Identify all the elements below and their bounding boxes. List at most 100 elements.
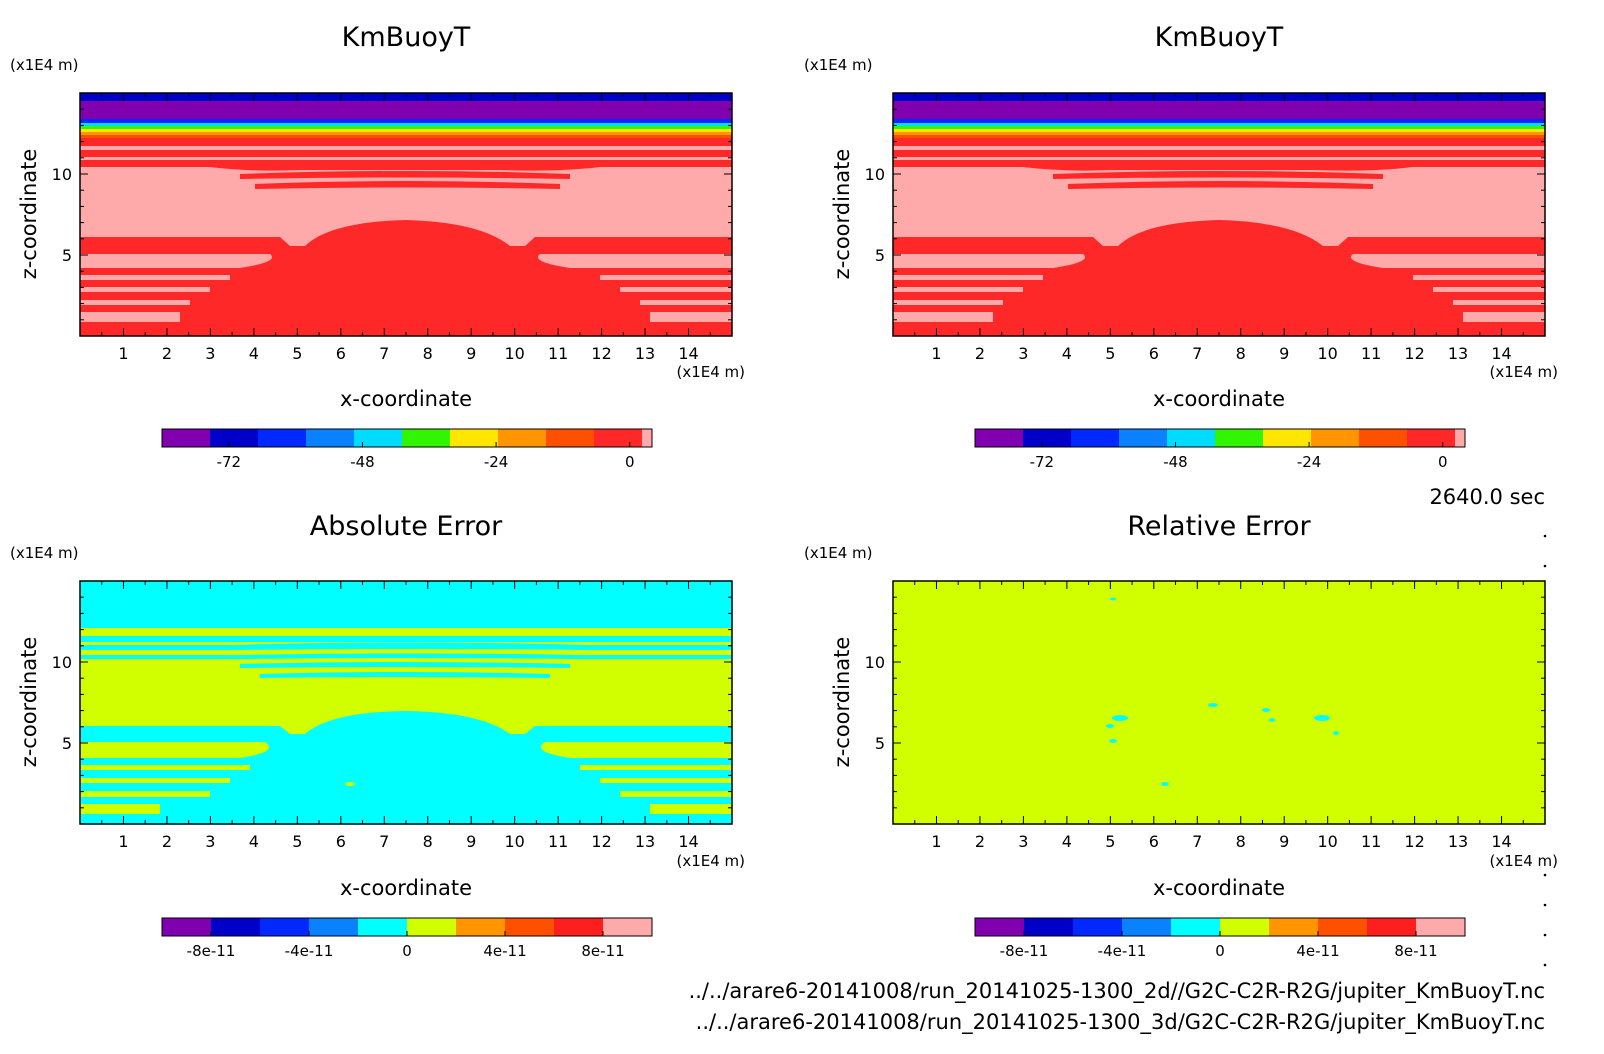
x-tick-label: 1 bbox=[931, 344, 941, 363]
x-tick-label: 3 bbox=[1018, 344, 1028, 363]
x-tick-label: 4 bbox=[1062, 832, 1072, 851]
colorbar-tick-label: -48 bbox=[350, 453, 375, 471]
colorbar-tick-label: -4e-11 bbox=[285, 942, 334, 960]
colorbar-swatch bbox=[210, 429, 259, 447]
colorbar-swatch bbox=[1311, 429, 1360, 447]
colorbar-tick-label: 4e-11 bbox=[483, 942, 526, 960]
x-axis-label: x-coordinate bbox=[340, 387, 472, 411]
x-tick-label: 6 bbox=[336, 344, 346, 363]
x-tick-label: 7 bbox=[1192, 344, 1202, 363]
x-tick-label: 14 bbox=[678, 344, 698, 363]
kmbuoyt-field bbox=[893, 93, 1545, 336]
x-tick-label: 6 bbox=[1149, 344, 1159, 363]
x-tick-label: 9 bbox=[1279, 344, 1289, 363]
edge-dots bbox=[1543, 534, 1547, 967]
y-axis-label: z-coordinate bbox=[830, 149, 854, 280]
time-label: 2640.0 sec bbox=[1429, 485, 1545, 509]
colorbar-tick-label: -72 bbox=[1030, 453, 1055, 471]
x-tick-label: 12 bbox=[591, 832, 611, 851]
colorbar-swatch bbox=[162, 429, 211, 447]
colorbar: -72 -48 -24 0 bbox=[161, 428, 653, 471]
x-unit-label: (x1E4 m) bbox=[1489, 363, 1558, 381]
colorbar-frame bbox=[161, 428, 653, 448]
colorbar-swatch bbox=[1024, 918, 1074, 936]
colorbar-swatch bbox=[1359, 429, 1408, 447]
colorbar-swatch bbox=[456, 918, 506, 936]
x-tick-label: 5 bbox=[292, 344, 302, 363]
colorbar-swatch bbox=[358, 918, 408, 936]
colorbar-swatch bbox=[309, 918, 359, 936]
x-tick-label: 2 bbox=[162, 344, 172, 363]
y-unit-label: (x1E4 m) bbox=[10, 56, 79, 74]
colorbar-swatch bbox=[1073, 918, 1123, 936]
x-unit-label: (x1E4 m) bbox=[676, 363, 745, 381]
colorbar-swatch bbox=[546, 429, 595, 447]
x-tick-label: 12 bbox=[1404, 344, 1424, 363]
x-tick-label: 12 bbox=[1404, 832, 1424, 851]
colorbar-swatch bbox=[603, 918, 653, 936]
colorbar-swatch bbox=[1215, 429, 1264, 447]
x-tick-label: 13 bbox=[1448, 344, 1468, 363]
colorbar-swatch bbox=[1171, 918, 1221, 936]
x-tick-label: 7 bbox=[379, 344, 389, 363]
colorbar-swatch bbox=[1407, 429, 1456, 447]
x-tick-label: 10 bbox=[504, 344, 524, 363]
x-tick-label: 8 bbox=[1236, 344, 1246, 363]
x-tick-label: 2 bbox=[162, 832, 172, 851]
y-tick-label: 5 bbox=[62, 734, 72, 753]
colorbar-swatch bbox=[1263, 429, 1312, 447]
colorbar-swatch bbox=[407, 918, 457, 936]
colorbar-swatch bbox=[306, 429, 355, 447]
x-tick-label: 14 bbox=[1491, 832, 1511, 851]
colorbar-swatch bbox=[354, 429, 403, 447]
x-tick-label: 10 bbox=[1317, 832, 1337, 851]
x-unit-label: (x1E4 m) bbox=[1489, 852, 1558, 870]
y-tick-label: 5 bbox=[875, 246, 885, 265]
panel-title: Absolute Error bbox=[310, 511, 503, 542]
x-tick-label: 2 bbox=[975, 344, 985, 363]
colorbar-swatch bbox=[260, 918, 310, 936]
x-tick-label: 9 bbox=[466, 832, 476, 851]
y-tick-label: 10 bbox=[52, 653, 72, 672]
y-unit-label: (x1E4 m) bbox=[804, 544, 873, 562]
colorbar-swatch bbox=[162, 918, 212, 936]
y-tick-label: 5 bbox=[62, 246, 72, 265]
relative-error-field bbox=[893, 581, 1545, 824]
x-tick-label: 3 bbox=[1018, 832, 1028, 851]
x-tick-label: 14 bbox=[678, 832, 698, 851]
colorbar-tick-label: -8e-11 bbox=[187, 942, 236, 960]
colorbar-tick-label: -8e-11 bbox=[1000, 942, 1049, 960]
y-tick-label: 5 bbox=[875, 734, 885, 753]
colorbar-swatch bbox=[1071, 429, 1120, 447]
x-tick-label: 10 bbox=[504, 832, 524, 851]
colorbar-swatch bbox=[1416, 918, 1466, 936]
colorbar: -8e-11 -4e-11 0 4e-11 8e-11 bbox=[974, 917, 1466, 960]
colorbar-tick-label: 8e-11 bbox=[1394, 942, 1437, 960]
x-tick-label: 13 bbox=[635, 832, 655, 851]
colorbar-tick-label: -24 bbox=[1297, 453, 1322, 471]
x-tick-label: 6 bbox=[336, 832, 346, 851]
x-tick-label: 11 bbox=[1361, 344, 1381, 363]
colorbar-swatch bbox=[1167, 429, 1216, 447]
x-tick-label: 4 bbox=[1062, 344, 1072, 363]
panel-kmbuoyt-2d: KmBuoyT (x1E4 m) bbox=[10, 22, 745, 471]
y-tick-label: 10 bbox=[865, 165, 885, 184]
colorbar-swatch bbox=[1122, 918, 1172, 936]
x-tick-label: 12 bbox=[591, 344, 611, 363]
colorbar-swatch bbox=[402, 429, 451, 447]
x-axis-label: x-coordinate bbox=[1153, 876, 1285, 900]
colorbar-swatch bbox=[450, 429, 499, 447]
x-tick-label: 8 bbox=[423, 832, 433, 851]
panel-relative-error: Relative Error (x1E4 m) 1 2 3 4 5 6 7 8 9 10 11 12 1… bbox=[804, 511, 1558, 960]
colorbar-swatch bbox=[1318, 918, 1368, 936]
file-path-2d: ../../arare6-20141008/run_20141025-1300_… bbox=[689, 979, 1545, 1004]
x-tick-label: 14 bbox=[1491, 344, 1511, 363]
x-tick-label: 2 bbox=[975, 832, 985, 851]
colorbar-frame bbox=[974, 428, 1466, 448]
x-tick-label: 11 bbox=[548, 344, 568, 363]
colorbar-swatch bbox=[1367, 918, 1417, 936]
colorbar-tick-label: 8e-11 bbox=[581, 942, 624, 960]
colorbar-tick-label: 4e-11 bbox=[1296, 942, 1339, 960]
kmbuoyt-field bbox=[80, 93, 732, 336]
y-axis-label: z-coordinate bbox=[830, 637, 854, 768]
